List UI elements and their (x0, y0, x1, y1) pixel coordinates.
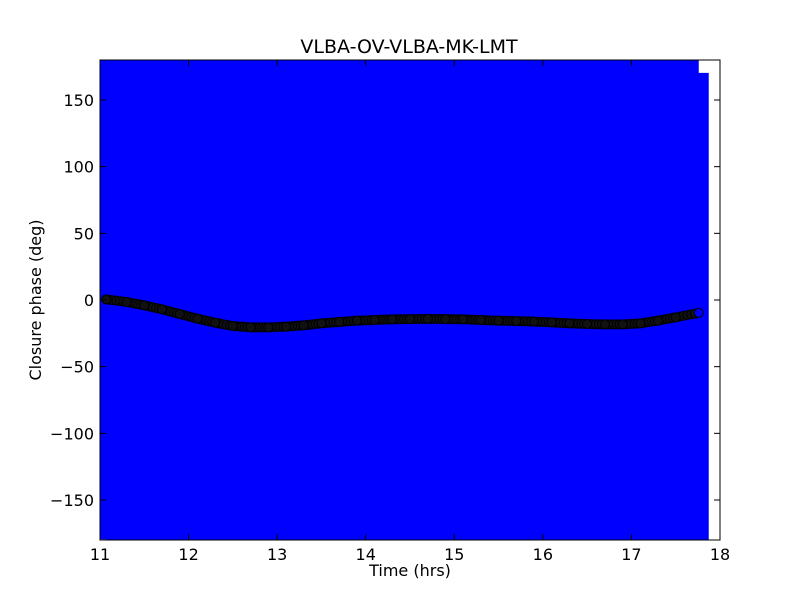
y-tick-label: −150 (50, 491, 94, 510)
data-point (227, 321, 238, 331)
y-axis-label: Closure phase (deg) (26, 219, 45, 380)
data-point (405, 314, 415, 325)
x-tick-label: 14 (356, 545, 376, 564)
data-point (369, 315, 380, 325)
data-point (422, 313, 433, 324)
data-point (511, 316, 522, 327)
data-point (210, 317, 221, 328)
data-point (599, 319, 610, 330)
data-point (670, 312, 681, 323)
data-point (121, 297, 132, 307)
data-point (192, 313, 203, 324)
data-point (298, 320, 309, 331)
data-point (440, 314, 451, 325)
data-point (281, 321, 291, 332)
data-point (635, 318, 646, 329)
series-0 (100, 60, 709, 540)
data-point (387, 314, 398, 325)
data-point (529, 316, 539, 327)
data-point (693, 307, 704, 318)
data-point (157, 304, 167, 315)
errorbar-band (106, 60, 699, 540)
y-tick-label: 50 (74, 224, 94, 243)
axes-ticks: 11 12 13 14 15 16 17 18 −150 −100 −50 0 50 100 150 (50, 59, 730, 564)
data-point (582, 319, 593, 329)
data-point (174, 309, 185, 319)
x-tick-label: 18 (710, 545, 730, 564)
data-point (263, 322, 274, 333)
data-point (617, 319, 628, 330)
data-point (245, 322, 256, 333)
x-tick-label: 16 (533, 545, 553, 564)
data-point (458, 314, 469, 325)
y-tick-label: 150 (63, 91, 94, 110)
x-tick-label: 12 (178, 545, 198, 564)
y-tick-label: −100 (50, 424, 94, 443)
x-tick-label: 11 (90, 545, 110, 564)
data-point (653, 315, 663, 326)
x-tick-label: 13 (267, 545, 287, 564)
data-point (101, 294, 112, 305)
y-tick-label: 0 (84, 291, 94, 310)
data-point (564, 318, 575, 329)
data-point (493, 315, 504, 326)
data-point (351, 315, 362, 326)
plot-area (100, 60, 709, 540)
y-tick-label: −50 (60, 358, 94, 377)
data-point (546, 317, 557, 328)
data-point (334, 317, 345, 327)
y-tick-label: 100 (63, 158, 94, 177)
data-point (475, 315, 486, 325)
x-tick-label: 15 (444, 545, 464, 564)
chart-title: VLBA-OV-VLBA-MK-LMT (300, 36, 518, 58)
data-point (139, 300, 150, 311)
data-point (316, 318, 327, 329)
x-tick-label: 17 (621, 545, 641, 564)
x-axis-label: Time (hrs) (368, 561, 451, 580)
